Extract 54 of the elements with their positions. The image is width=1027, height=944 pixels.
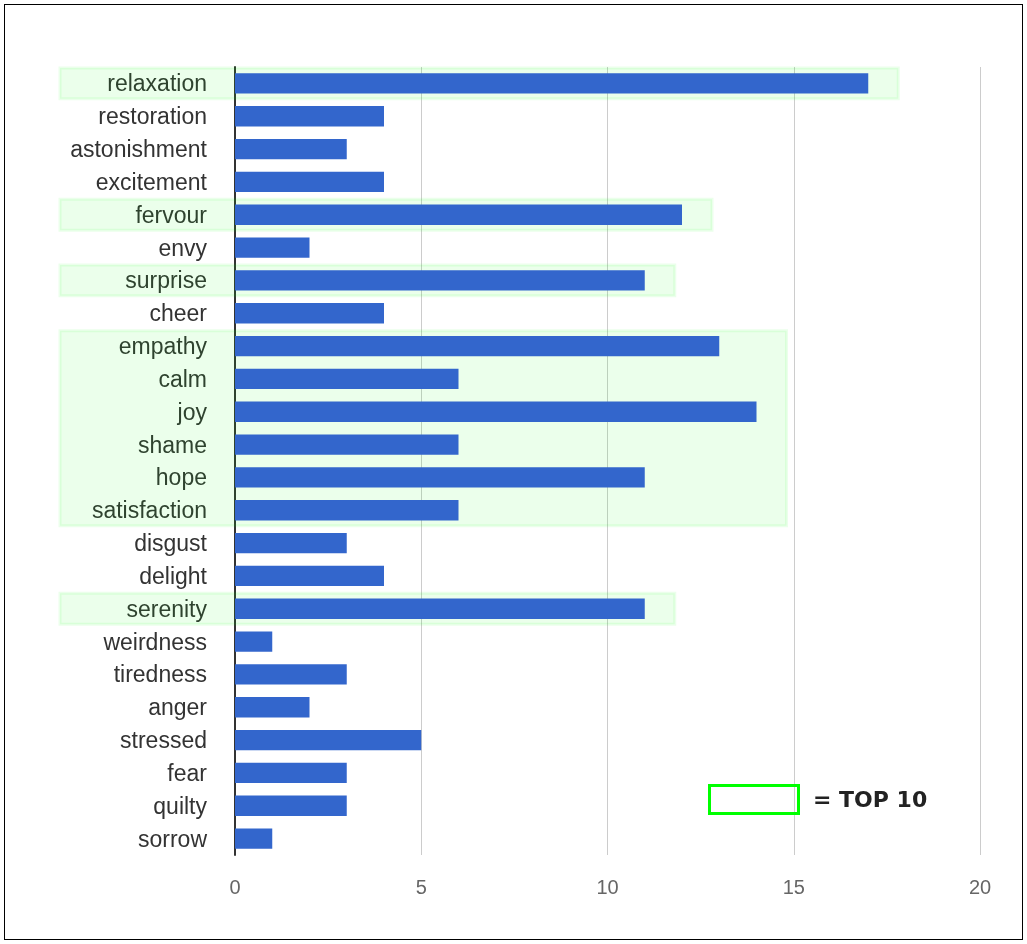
y-tick-label: astonishment bbox=[70, 136, 208, 163]
x-tick-label: 15 bbox=[782, 876, 805, 898]
bar bbox=[235, 204, 682, 225]
bar bbox=[235, 270, 645, 291]
bar bbox=[235, 368, 459, 390]
y-tick-label: serenity bbox=[126, 595, 208, 622]
y-tick-label: envy bbox=[158, 234, 208, 261]
y-tick-label: delight bbox=[139, 562, 208, 589]
y-tick-label: stressed bbox=[120, 727, 207, 754]
bar bbox=[235, 532, 347, 554]
bar bbox=[235, 631, 273, 652]
y-tick-label: joy bbox=[176, 398, 208, 425]
y-tick-label: hope bbox=[155, 464, 207, 491]
y-tick-label: disgust bbox=[134, 530, 208, 557]
y-tick-label: cheer bbox=[149, 300, 208, 327]
y-tick-label: quilty bbox=[153, 792, 208, 819]
annotation: = TOP 10 bbox=[813, 787, 928, 812]
bar bbox=[235, 467, 645, 488]
bar bbox=[235, 73, 869, 94]
y-tick-label: surprise bbox=[125, 267, 207, 294]
x-tick-label: 20 bbox=[968, 876, 992, 898]
y-tick-label: restoration bbox=[98, 103, 207, 130]
y-tick-label: fervour bbox=[135, 201, 208, 228]
bar bbox=[235, 697, 310, 718]
y-tick-label: empathy bbox=[118, 333, 208, 360]
x-tick-label: 10 bbox=[596, 876, 619, 898]
y-tick-label: sorrow bbox=[137, 825, 208, 852]
bar bbox=[235, 335, 720, 357]
x-tick-label: 0 bbox=[229, 876, 241, 898]
bar bbox=[235, 138, 347, 160]
bar bbox=[235, 762, 347, 784]
bar bbox=[235, 171, 384, 193]
y-tick-label: excitement bbox=[95, 168, 208, 195]
bar bbox=[235, 106, 384, 127]
bar bbox=[235, 729, 422, 751]
y-tick-label: weirdness bbox=[102, 628, 207, 655]
y-tick-label: shame bbox=[137, 431, 207, 458]
bar bbox=[235, 237, 310, 258]
x-tick-label: 5 bbox=[415, 876, 427, 898]
bar bbox=[235, 565, 384, 587]
y-tick-label: tiredness bbox=[113, 661, 207, 688]
y-tick-label: satisfaction bbox=[91, 497, 207, 524]
y-tick-label: fear bbox=[167, 759, 208, 786]
bar bbox=[235, 795, 347, 816]
bar bbox=[235, 664, 347, 685]
bar bbox=[235, 434, 459, 455]
y-tick-label: anger bbox=[148, 694, 208, 721]
bar bbox=[235, 500, 459, 521]
bar bbox=[235, 598, 645, 619]
bar bbox=[235, 401, 757, 422]
y-tick-label: relaxation bbox=[107, 70, 207, 97]
y-tick-label: calm bbox=[158, 365, 207, 392]
bar bbox=[235, 828, 273, 849]
bar bbox=[235, 303, 384, 324]
